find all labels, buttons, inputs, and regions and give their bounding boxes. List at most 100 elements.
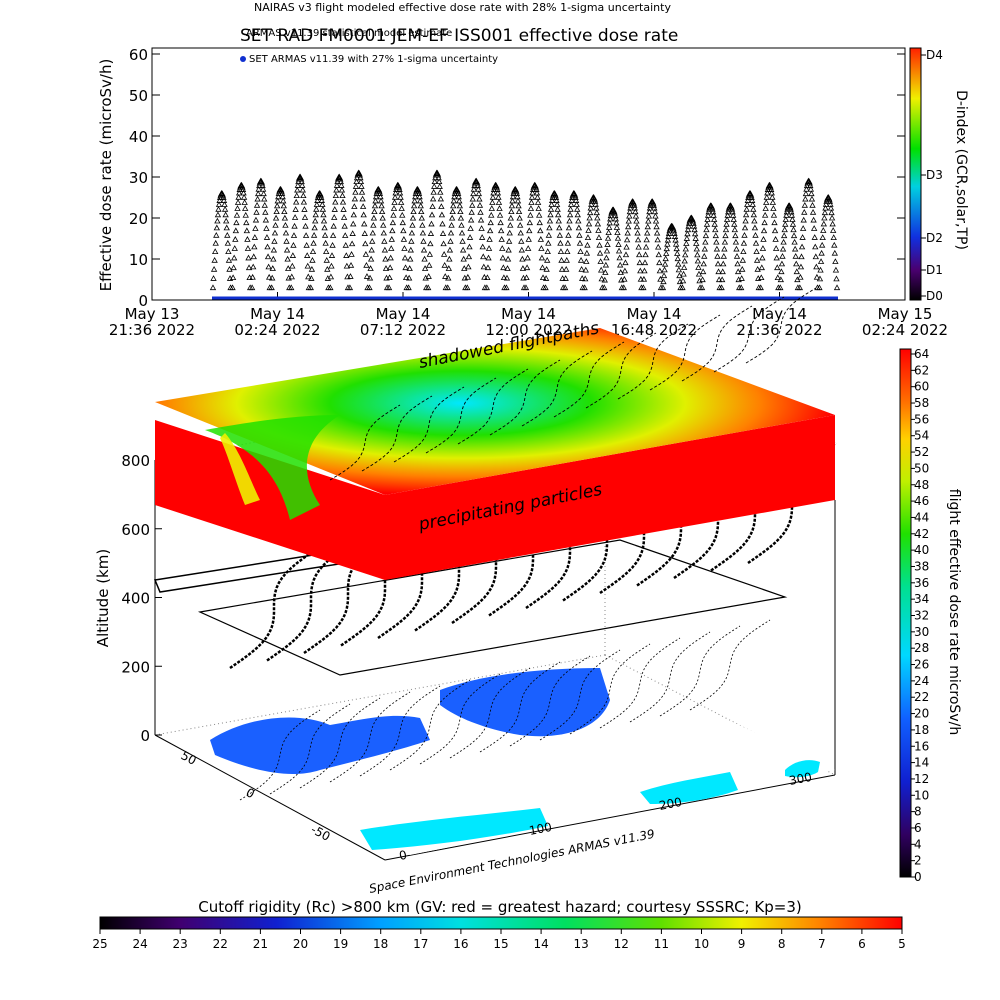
dose-tick-label: 36 bbox=[914, 576, 929, 590]
dose-point bbox=[209, 284, 217, 291]
rigidity-tick-label: 15 bbox=[493, 937, 508, 951]
top-y-tick-label: 60 bbox=[129, 46, 148, 64]
dose-point bbox=[224, 239, 232, 246]
dose-point bbox=[323, 257, 330, 263]
dose-point bbox=[469, 195, 476, 202]
dose-point bbox=[798, 243, 806, 250]
dose-point bbox=[741, 231, 748, 238]
dose-rate-colorbar bbox=[899, 348, 912, 878]
dose-point bbox=[307, 284, 314, 291]
dose-point bbox=[556, 231, 564, 238]
dose-point bbox=[251, 234, 259, 240]
rigidity-tick-label: 23 bbox=[173, 937, 188, 951]
header-line2: ARMAS v11.39 statistical model estimate bbox=[246, 28, 452, 39]
dose-point bbox=[466, 234, 474, 240]
dose-point bbox=[486, 236, 493, 242]
dose-point bbox=[664, 240, 671, 247]
dose-point bbox=[544, 248, 551, 255]
dose-tick-label: 56 bbox=[914, 412, 929, 426]
dose-point bbox=[343, 252, 350, 258]
dose-point bbox=[562, 275, 569, 281]
dose-point bbox=[722, 226, 730, 233]
dose-point bbox=[213, 231, 220, 238]
dose-point bbox=[621, 275, 628, 282]
dose-point bbox=[335, 173, 343, 180]
dose-point bbox=[301, 206, 308, 212]
dose-point bbox=[821, 209, 829, 216]
dose-point bbox=[829, 227, 837, 233]
dose-point bbox=[509, 197, 516, 204]
dose-point bbox=[751, 217, 758, 224]
dose-point bbox=[780, 238, 787, 245]
dose-point bbox=[738, 275, 745, 281]
dose-point bbox=[279, 193, 286, 200]
dose-point bbox=[450, 197, 457, 204]
dose-point bbox=[223, 217, 230, 224]
dose-point bbox=[351, 203, 358, 209]
dose-point bbox=[701, 252, 708, 259]
dose-point bbox=[653, 223, 660, 230]
dose-point bbox=[528, 193, 536, 200]
rigidity-colorbar-label: Cutoff rigidity (Rc) >800 km (GV: red = … bbox=[198, 898, 801, 916]
dose-point bbox=[718, 276, 726, 283]
dose-point bbox=[791, 238, 798, 245]
legend-armas-marker bbox=[240, 56, 246, 62]
dose-point bbox=[377, 197, 385, 204]
dose-point bbox=[750, 211, 757, 218]
dose-point bbox=[661, 260, 669, 267]
dose-point bbox=[683, 240, 690, 246]
dose-point bbox=[214, 217, 221, 224]
dose-point bbox=[539, 264, 546, 271]
dose-point bbox=[626, 208, 634, 215]
dose-point bbox=[743, 205, 750, 212]
dose-point bbox=[615, 247, 623, 254]
dose-point bbox=[660, 272, 668, 279]
dose-point bbox=[499, 254, 506, 261]
dose-point bbox=[588, 201, 595, 207]
dose-point bbox=[479, 243, 486, 250]
dose-point bbox=[407, 246, 414, 253]
landmass-antarctica bbox=[360, 808, 548, 850]
dose-point bbox=[519, 265, 527, 271]
dose-point bbox=[225, 257, 233, 263]
dose-point bbox=[380, 229, 387, 236]
dose-point bbox=[733, 252, 741, 259]
dose-point bbox=[362, 240, 369, 247]
dose-point bbox=[637, 267, 644, 274]
dose-point bbox=[515, 202, 522, 209]
dose-point bbox=[770, 211, 778, 218]
dose-point bbox=[398, 205, 405, 211]
dose-point bbox=[283, 237, 290, 244]
dose-point bbox=[634, 236, 642, 243]
dose-point bbox=[548, 197, 556, 203]
dose-point bbox=[586, 209, 594, 216]
dose-point bbox=[809, 201, 816, 208]
dose-point bbox=[293, 198, 300, 205]
dose-point bbox=[504, 265, 511, 271]
dose-point bbox=[441, 261, 448, 268]
dindex-tick-label: D4 bbox=[926, 48, 943, 62]
dose-point bbox=[573, 201, 580, 207]
dindex-colorbar bbox=[909, 47, 922, 301]
dose-point bbox=[769, 193, 776, 200]
dose-point bbox=[750, 205, 757, 212]
dose-point bbox=[405, 284, 412, 291]
dose-point bbox=[660, 278, 667, 285]
dose-tick-label: 52 bbox=[914, 445, 929, 459]
dose-point bbox=[231, 254, 238, 261]
dose-point bbox=[596, 241, 603, 248]
dose-point bbox=[223, 224, 230, 231]
dose-tick-label: 42 bbox=[914, 527, 929, 541]
dose-point bbox=[612, 215, 619, 222]
dose-point bbox=[819, 234, 826, 240]
dose-point bbox=[535, 205, 542, 211]
top-x-tick-date: May 14 bbox=[501, 305, 556, 323]
dose-tick-label: 24 bbox=[914, 674, 929, 688]
dose-point bbox=[500, 274, 508, 281]
dose-point bbox=[563, 257, 570, 263]
landmass-australia bbox=[640, 772, 738, 804]
dose-point bbox=[407, 255, 414, 262]
dose-point bbox=[329, 232, 337, 238]
dose-point bbox=[284, 255, 291, 262]
dose-point bbox=[332, 198, 339, 205]
